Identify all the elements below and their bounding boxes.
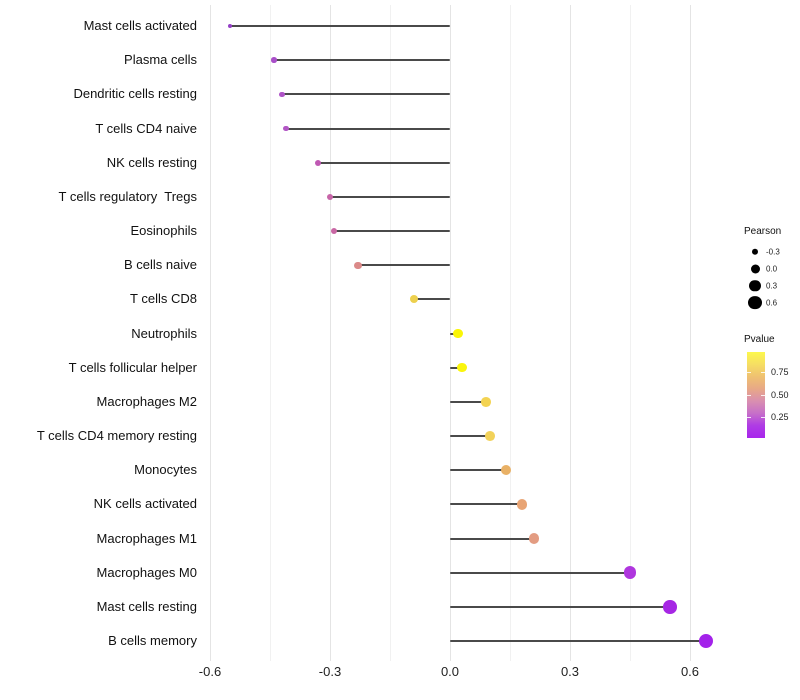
y-axis-label: Neutrophils — [131, 325, 197, 341]
lollipop-dot — [500, 465, 512, 476]
lollipop-dot — [481, 397, 491, 407]
lollipop-dot — [663, 600, 677, 614]
lollipop-dot — [528, 533, 540, 544]
y-axis-label: B cells memory — [108, 633, 197, 649]
lollipop-stem — [318, 161, 450, 164]
y-axis-label: NK cells resting — [106, 154, 197, 170]
x-axis-tick-label: -0.6 — [198, 664, 222, 679]
y-axis-label: T cells CD4 memory resting — [36, 428, 197, 444]
lollipop-dot — [271, 57, 277, 63]
lollipop-dot — [623, 566, 637, 579]
lollipop-stem — [450, 435, 490, 438]
y-axis-label: Dendritic cells resting — [73, 86, 197, 102]
size-legend-label: 0.0 — [766, 264, 778, 273]
size-legend-dot — [748, 295, 762, 310]
lollipop-stem — [450, 366, 462, 369]
lollipop-dot — [409, 295, 419, 304]
lollipop-stem — [358, 264, 450, 267]
color-legend-pvalue: Pvalue 0.75 0.50 0.25 — [738, 334, 800, 438]
x-axis-tick-label: 0.3 — [560, 664, 580, 679]
major-gridline — [209, 5, 211, 661]
y-axis-label: Macrophages M1 — [96, 530, 197, 546]
lollipop-stem — [450, 537, 534, 540]
lollipop-stem — [450, 571, 630, 574]
size-legend-dot — [750, 264, 760, 273]
lollipop-dot — [698, 634, 714, 649]
size-legend-label: 0.6 — [766, 298, 778, 307]
minor-gridline — [269, 5, 271, 661]
x-axis-tick-label: -0.3 — [318, 664, 342, 679]
size-legend-entry: -0.3 — [738, 243, 800, 260]
color-legend-tick — [747, 417, 751, 418]
lollipop-dot — [326, 193, 334, 201]
lollipop-dot — [457, 363, 467, 373]
y-axis-label: NK cells activated — [93, 496, 197, 512]
color-legend-title: Pvalue — [744, 334, 775, 345]
lollipop-stem — [450, 605, 670, 608]
y-axis-label: Macrophages M0 — [96, 564, 197, 580]
lollipop-stem — [230, 25, 450, 27]
size-legend-pearson: Pearson -0.3 0.0 0.3 0.6 — [738, 226, 800, 311]
color-legend-tick — [761, 417, 765, 418]
lollipop-stem — [414, 298, 450, 301]
lollipop-dot — [453, 328, 463, 339]
minor-gridline — [509, 5, 511, 661]
lollipop-stem — [450, 469, 506, 472]
lollipop-dot — [354, 261, 362, 269]
x-axis-tick-label: 0.0 — [440, 664, 460, 679]
y-axis-label: B cells naive — [124, 257, 197, 273]
lollipop-stem — [450, 503, 522, 506]
y-axis-label: Plasma cells — [124, 52, 197, 68]
color-legend-tick — [747, 395, 751, 396]
size-legend-entries: -0.3 0.0 0.3 0.6 — [738, 243, 800, 311]
size-legend-title: Pearson — [744, 226, 782, 237]
size-legend-label: -0.3 — [766, 247, 780, 256]
y-axis-label: Monocytes — [134, 462, 197, 478]
size-legend-label: 0.3 — [766, 281, 778, 290]
size-legend-entry: 0.0 — [738, 260, 800, 277]
color-legend-label: 0.50 — [771, 390, 789, 400]
y-axis-label: T cells CD8 — [130, 291, 197, 307]
lollipop-stem — [450, 400, 486, 403]
color-legend-label: 0.25 — [771, 412, 789, 422]
y-axis-label: T cells follicular helper — [68, 359, 197, 375]
lollipop-dot — [314, 159, 322, 166]
lollipop-dot — [516, 499, 528, 510]
size-legend-entry: 0.6 — [738, 294, 800, 311]
lollipop-stem — [274, 59, 450, 62]
lollipop-dot — [227, 23, 233, 29]
color-legend-tick — [747, 372, 751, 373]
y-axis-label: Eosinophils — [130, 223, 198, 239]
major-gridline — [689, 5, 691, 661]
major-gridline — [569, 5, 571, 661]
color-legend-tick — [761, 372, 765, 373]
plot-panel — [204, 5, 723, 661]
y-axis-label: Mast cells activated — [83, 18, 197, 33]
lollipop-stem — [286, 127, 450, 130]
color-gradient-bar — [747, 352, 765, 438]
color-legend-tick — [761, 395, 765, 396]
x-axis-tick-label: 0.6 — [680, 664, 700, 679]
y-axis-label: Mast cells resting — [96, 598, 197, 614]
lollipop-dot — [279, 91, 285, 98]
color-legend-label: 0.75 — [771, 367, 789, 377]
major-gridline — [329, 5, 331, 661]
size-legend-dot — [749, 279, 761, 292]
y-axis-label: T cells regulatory Tregs — [58, 188, 197, 204]
lollipop-dot — [485, 431, 495, 441]
minor-gridline — [389, 5, 391, 661]
y-axis-label: T cells CD4 naive — [95, 120, 197, 136]
size-legend-dot — [751, 248, 759, 255]
lollipop-dot — [330, 227, 338, 235]
lollipop-stem — [282, 93, 450, 96]
lollipop-stem — [334, 230, 450, 233]
lollipop-stem — [450, 640, 706, 643]
lollipop-stem — [330, 195, 450, 198]
minor-gridline — [629, 5, 631, 661]
y-axis-label: Macrophages M2 — [96, 393, 197, 409]
size-legend-entry: 0.3 — [738, 277, 800, 294]
lollipop-dot — [283, 125, 289, 132]
